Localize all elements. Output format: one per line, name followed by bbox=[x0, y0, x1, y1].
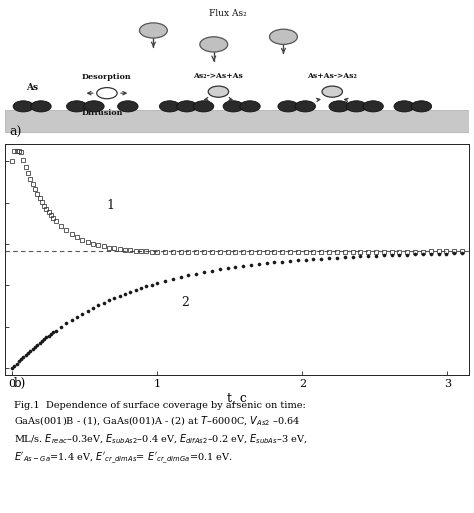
Text: Flux As₂: Flux As₂ bbox=[209, 9, 246, 18]
Circle shape bbox=[31, 101, 51, 112]
Circle shape bbox=[193, 101, 214, 112]
Circle shape bbox=[329, 101, 349, 112]
Text: Diffusion: Diffusion bbox=[82, 109, 123, 117]
Text: As: As bbox=[26, 84, 37, 92]
Circle shape bbox=[177, 101, 197, 112]
Circle shape bbox=[13, 101, 34, 112]
Text: As₂->As+As: As₂->As+As bbox=[193, 72, 243, 80]
Circle shape bbox=[270, 29, 297, 45]
Circle shape bbox=[200, 37, 228, 52]
Text: b): b) bbox=[14, 377, 26, 390]
X-axis label: t, c: t, c bbox=[227, 392, 247, 405]
Circle shape bbox=[84, 101, 104, 112]
Circle shape bbox=[159, 101, 180, 112]
Circle shape bbox=[394, 101, 414, 112]
Circle shape bbox=[295, 101, 316, 112]
Circle shape bbox=[411, 101, 432, 112]
Circle shape bbox=[346, 101, 366, 112]
Circle shape bbox=[322, 86, 342, 97]
Text: Fig.1  Dependence of surface coverage by arsenic on time:
GaAs(001)B - (1), GaAs: Fig.1 Dependence of surface coverage by … bbox=[14, 401, 308, 466]
Text: 1: 1 bbox=[107, 199, 115, 212]
Circle shape bbox=[66, 101, 87, 112]
Circle shape bbox=[208, 86, 228, 97]
Circle shape bbox=[240, 101, 260, 112]
Circle shape bbox=[97, 88, 117, 98]
Bar bbox=[5, 110, 469, 132]
Text: Desorption: Desorption bbox=[82, 73, 132, 81]
Circle shape bbox=[278, 101, 298, 112]
Text: 2: 2 bbox=[181, 295, 189, 308]
Circle shape bbox=[139, 23, 167, 38]
Circle shape bbox=[363, 101, 383, 112]
Circle shape bbox=[223, 101, 244, 112]
Text: a): a) bbox=[9, 126, 22, 139]
Text: As+As->As₂: As+As->As₂ bbox=[307, 72, 357, 80]
Circle shape bbox=[118, 101, 138, 112]
